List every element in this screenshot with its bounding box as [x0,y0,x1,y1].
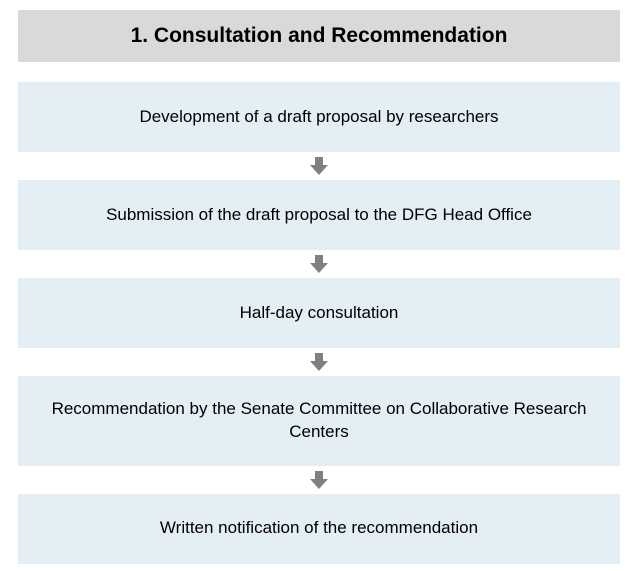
flowchart-step: Recommendation by the Senate Committee o… [18,376,620,466]
flowchart-step: Half-day consultation [18,278,620,348]
arrow-row [18,348,620,376]
arrow-row [18,152,620,180]
arrow-down-icon [308,469,330,491]
step-label: Recommendation by the Senate Committee o… [38,398,600,444]
header-gap [18,62,620,82]
step-label: Half-day consultation [240,302,399,325]
arrow-down-icon [308,253,330,275]
flowchart-step: Written notification of the recommendati… [18,494,620,564]
arrow-down-icon [308,351,330,373]
arrow-row [18,250,620,278]
step-label: Development of a draft proposal by resea… [139,106,498,129]
flowchart-header: 1. Consultation and Recommendation [18,10,620,62]
arrow-row [18,466,620,494]
flowchart-step: Submission of the draft proposal to the … [18,180,620,250]
arrow-down-icon [308,155,330,177]
step-label: Written notification of the recommendati… [160,517,478,540]
step-label: Submission of the draft proposal to the … [106,204,532,227]
flowchart-title: 1. Consultation and Recommendation [131,24,508,47]
flowchart-step: Development of a draft proposal by resea… [18,82,620,152]
